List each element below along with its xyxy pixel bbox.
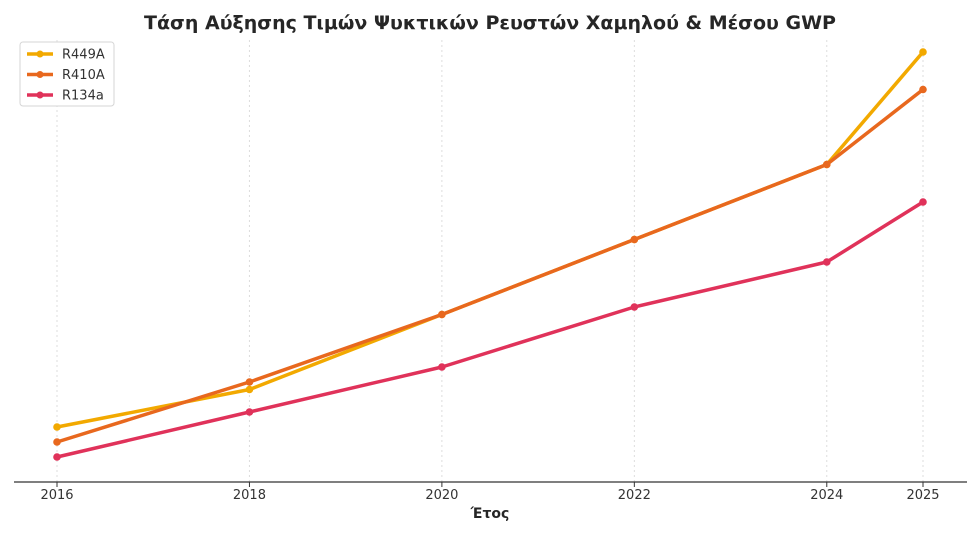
- x-tick-label-2024: 2024: [810, 488, 843, 503]
- legend-marker-r134a: [36, 91, 44, 99]
- legend-label-r410a: R410A: [62, 68, 105, 83]
- x-axis-ticks: 2016 2018 2020 2022 2024 2025: [40, 482, 940, 503]
- x-tick-label-2018: 2018: [233, 488, 266, 503]
- legend-marker-r410a: [36, 71, 44, 78]
- data-point-r134a-2020: [438, 363, 446, 371]
- legend-box: [19, 41, 115, 107]
- data-point-r410a-2024: [822, 160, 831, 169]
- chart-title: Τάση Αύξησης Τιμών Ψυκτικών Ρευστών Χαμη…: [144, 12, 836, 34]
- data-point-r410a-2022: [630, 235, 639, 244]
- data-point-r410a-2018: [245, 378, 254, 386]
- data-point-r410a-2025: [919, 85, 927, 94]
- x-tick-label-2020: 2020: [425, 488, 458, 503]
- data-point-r134a-2024: [822, 258, 831, 266]
- grid-lines: [56, 40, 924, 482]
- data-point-r134a-2025: [919, 198, 927, 206]
- data-point-r134a-2022: [630, 303, 639, 311]
- legend-label-r449a: R449A: [62, 48, 105, 63]
- legend-label-r134a: R134a: [62, 89, 104, 104]
- x-tick-label-2022: 2022: [618, 488, 651, 503]
- x-axis-label: Έτος: [470, 506, 510, 522]
- legend-marker-r449a: [36, 50, 44, 58]
- data-point-r449a-2025: [919, 48, 927, 56]
- series-line-r134a: [55, 200, 925, 459]
- data-point-r410a-2016: [53, 438, 61, 446]
- data-point-r410a-2020: [438, 310, 446, 319]
- series-line-r449a: [55, 50, 925, 429]
- data-point-r449a-2018: [245, 385, 254, 394]
- data-point-r449a-2016: [53, 423, 61, 431]
- x-tick-label-2016: 2016: [40, 488, 73, 503]
- series-group: [53, 48, 927, 461]
- legend: R449A R410A R134a: [19, 41, 115, 107]
- data-point-r134a-2016: [53, 453, 61, 461]
- series-line-r410a: [55, 87, 925, 444]
- data-point-r134a-2018: [245, 408, 254, 416]
- x-tick-label-2025: 2025: [906, 488, 939, 503]
